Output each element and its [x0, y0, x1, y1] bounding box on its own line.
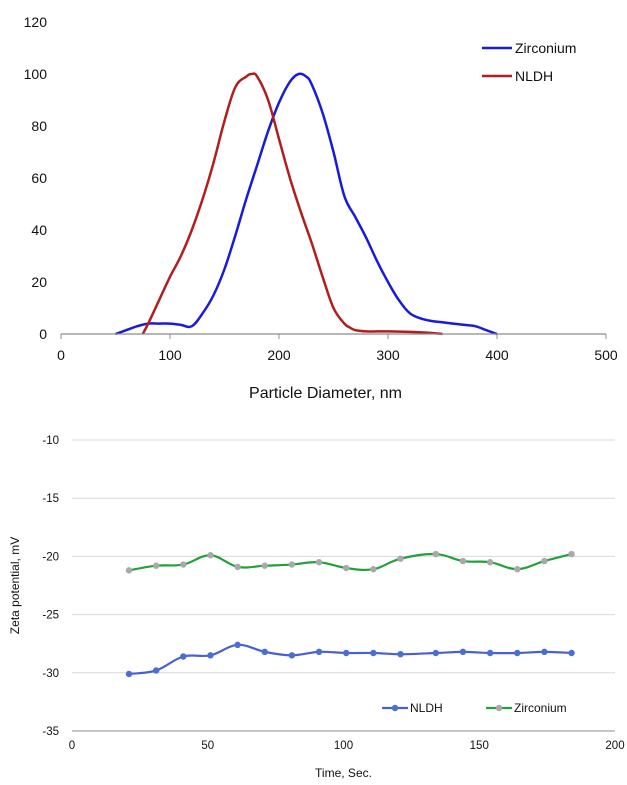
data-point [180, 653, 187, 660]
y-axis-ticks: 0 20 40 60 80 100 120 [24, 14, 48, 342]
data-point [125, 567, 133, 574]
x-tick-label: 300 [376, 347, 400, 363]
y-tick-label: 0 [39, 326, 47, 342]
data-point [370, 649, 377, 657]
data-point [459, 557, 467, 565]
data-point [370, 566, 377, 573]
data-point [514, 649, 521, 657]
y-tick-label: -10 [42, 435, 59, 447]
legend-label: NLDH [410, 701, 443, 715]
data-point [207, 652, 214, 659]
series-line-zirconium [115, 72, 498, 336]
legend: NLDH Zirconium [382, 701, 567, 715]
data-point [459, 648, 467, 656]
data-point [180, 561, 187, 568]
data-point [343, 564, 350, 572]
y-tick-label: -25 [42, 610, 59, 622]
series-zirconium [125, 550, 575, 574]
legend-label: NLDH [515, 68, 553, 84]
data-point [234, 563, 241, 571]
data-point [486, 559, 494, 566]
data-point [288, 561, 296, 568]
data-point [397, 650, 404, 658]
x-tick-label: 0 [69, 740, 75, 752]
data-point [514, 566, 521, 573]
y-tick-label: -20 [42, 551, 59, 563]
x-axis-label: Time, Sec. [315, 766, 372, 780]
x-axis-ticks: 0 50 100 150 200 [69, 740, 625, 752]
y-tick-label: -15 [42, 493, 59, 505]
y-tick-label: 60 [31, 170, 47, 186]
legend-label: Zirconium [515, 40, 576, 56]
data-point [568, 649, 575, 657]
series-lines [125, 550, 575, 678]
y-tick-label: -30 [42, 668, 59, 680]
data-point [152, 667, 160, 674]
x-tick-label: 100 [334, 740, 353, 752]
data-point [541, 557, 548, 565]
data-point [541, 648, 548, 656]
y-tick-label: 120 [24, 14, 48, 30]
data-point [486, 649, 494, 657]
legend-marker [391, 704, 399, 712]
legend-marker [495, 704, 503, 712]
y-axis-label: Zeta potential, mV [8, 537, 22, 634]
data-point [125, 670, 133, 678]
y-axis-ticks: -35 -30 -25 -20 -15 -10 [42, 435, 59, 738]
x-tick-label: 0 [57, 347, 65, 363]
data-point [568, 550, 575, 558]
zeta-potential-chart: -35 -30 -25 -20 -15 -10 0 50 100 150 200 Time, Se… [8, 435, 625, 780]
particle-size-chart: 0 20 40 60 80 100 120 0 100 200 300 400 500 Particl… [24, 14, 618, 402]
y-tick-label: 20 [31, 274, 47, 290]
x-axis-ticks: 0 100 200 300 400 500 [57, 334, 618, 363]
data-point [261, 562, 268, 569]
x-tick-label: 200 [267, 347, 291, 363]
x-tick-label: 100 [158, 347, 182, 363]
data-point [315, 648, 323, 656]
data-point [343, 649, 350, 657]
y-tick-label: 40 [31, 222, 47, 238]
data-point [397, 555, 404, 562]
x-axis-label: Particle Diameter, nm [249, 385, 402, 402]
data-point [288, 652, 296, 659]
data-point [234, 641, 241, 649]
x-tick-label: 500 [594, 347, 618, 363]
x-tick-label: 200 [605, 740, 624, 752]
legend-label: Zirconium [514, 701, 567, 715]
x-tick-label: 50 [201, 740, 214, 752]
gridlines [72, 439, 615, 732]
data-point [207, 552, 214, 559]
data-point [315, 559, 323, 566]
series-lines [115, 72, 498, 336]
y-tick-label: 100 [24, 66, 48, 82]
data-point [432, 550, 440, 558]
y-tick-label: 80 [31, 118, 47, 134]
x-tick-label: 400 [485, 347, 509, 363]
x-tick-label: 150 [470, 740, 489, 752]
data-point [432, 649, 440, 657]
data-point [152, 562, 160, 569]
series-line [128, 643, 572, 676]
y-tick-label: -35 [42, 726, 59, 738]
series-nldh [125, 641, 575, 678]
data-point [261, 648, 268, 656]
series-line-nldh [141, 72, 443, 336]
legend: Zirconium NLDH [482, 40, 576, 84]
